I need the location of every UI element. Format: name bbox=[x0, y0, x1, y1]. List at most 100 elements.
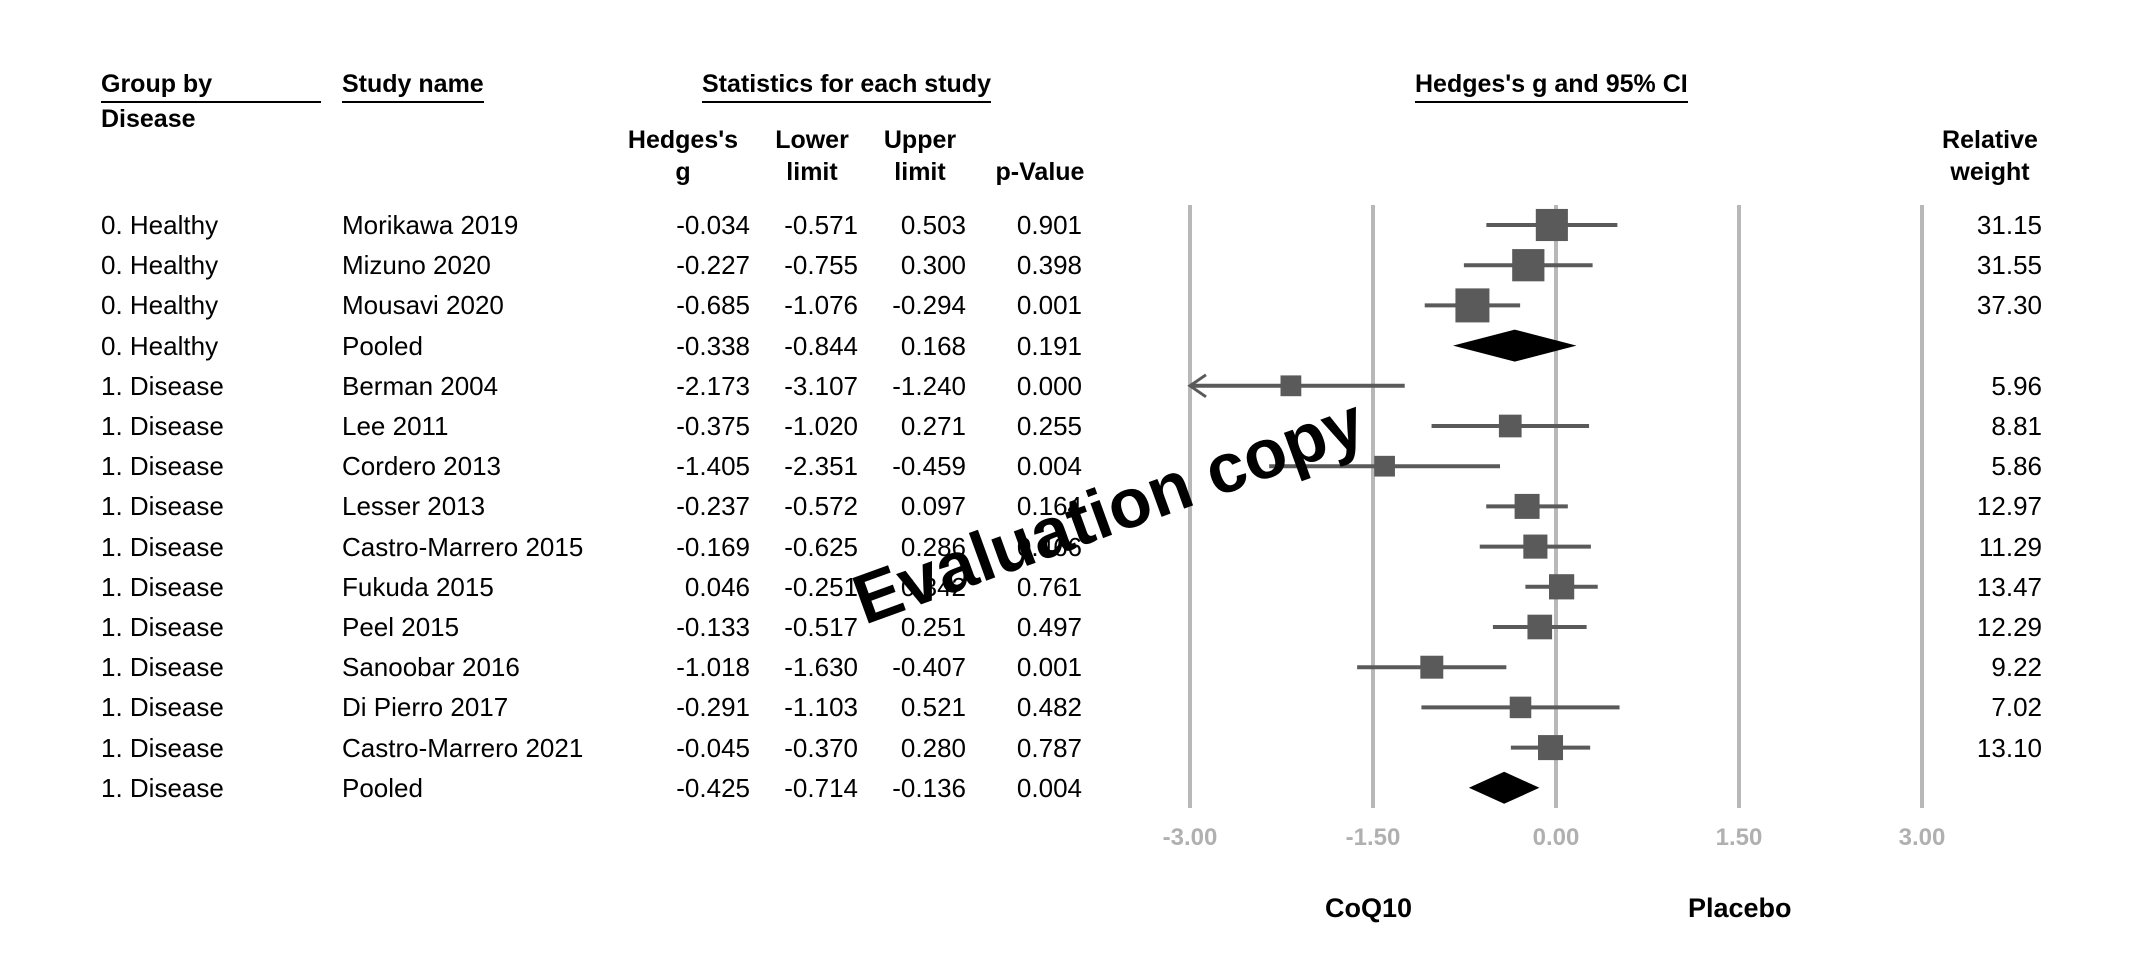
cell-weight: 12.97 bbox=[1976, 491, 2042, 522]
cell-weight: 5.86 bbox=[1991, 451, 2042, 482]
pooled-diamond bbox=[1453, 329, 1577, 362]
group-header-sub: Disease bbox=[101, 105, 196, 133]
cell-hedges-g: -0.169 bbox=[676, 531, 750, 562]
cell-hedges-g: -0.425 bbox=[676, 772, 750, 803]
cell-study: Lee 2011 bbox=[342, 411, 449, 441]
cell-study: Berman 2004 bbox=[342, 370, 499, 401]
cell-p-value: 0.000 bbox=[1016, 370, 1082, 401]
effect-marker bbox=[1455, 288, 1490, 323]
cell-hedges-g: -0.338 bbox=[676, 330, 750, 361]
cell-weight: 31.55 bbox=[1976, 250, 2042, 281]
cell-lower-limit: -0.572 bbox=[784, 491, 858, 522]
cell-p-value: 0.001 bbox=[1016, 652, 1082, 683]
cell-group: 1. Disease bbox=[101, 491, 224, 522]
effect-marker bbox=[1509, 696, 1532, 719]
cell-lower-limit: -1.020 bbox=[784, 411, 858, 441]
cell-lower-limit: -1.103 bbox=[784, 692, 858, 723]
cell-weight: 13.10 bbox=[1976, 732, 2042, 763]
cell-upper-limit: 0.251 bbox=[900, 612, 966, 642]
effect-marker bbox=[1280, 375, 1302, 397]
left-favors-label: CoQ10 bbox=[1325, 893, 1413, 923]
cell-study: Castro-Marrero 2015 bbox=[342, 531, 584, 562]
cell-lower-limit: -0.517 bbox=[784, 612, 858, 642]
cell-study: Mizuno 2020 bbox=[342, 250, 491, 281]
x-tick-label: 1.50 bbox=[1716, 824, 1763, 851]
effect-marker bbox=[1537, 735, 1564, 761]
cell-study: Fukuda 2015 bbox=[342, 571, 494, 602]
cell-p-value: 0.497 bbox=[1016, 612, 1082, 642]
relative-weight-header: Relative weight bbox=[1920, 124, 2060, 188]
cell-hedges-g: -0.291 bbox=[676, 692, 750, 723]
cell-study: Peel 2015 bbox=[342, 612, 460, 642]
effect-marker bbox=[1420, 655, 1444, 679]
cell-study: Sanoobar 2016 bbox=[342, 652, 520, 683]
cell-hedges-g: -0.685 bbox=[676, 290, 750, 321]
cell-hedges-g: -1.405 bbox=[676, 451, 750, 482]
relative-weight-header-line2: weight bbox=[1950, 158, 2030, 186]
cell-weight: 31.15 bbox=[1976, 210, 2042, 240]
cell-weight: 13.47 bbox=[1976, 571, 2042, 602]
relative-weight-header-line1: Relative bbox=[1942, 126, 2038, 154]
cell-hedges-g: -0.034 bbox=[676, 210, 750, 240]
group-header: Group by Disease bbox=[101, 70, 321, 134]
group-header-label: Group by bbox=[101, 70, 321, 103]
effect-marker bbox=[1549, 574, 1575, 600]
lower-limit-header: Lower limit bbox=[762, 124, 862, 188]
effect-marker bbox=[1374, 455, 1395, 477]
cell-lower-limit: -0.370 bbox=[784, 732, 858, 763]
cell-study: Lesser 2013 bbox=[342, 491, 486, 522]
pooled-diamond bbox=[1468, 771, 1540, 804]
cell-upper-limit: 0.300 bbox=[900, 250, 966, 281]
hedges-g-header: Hedges's g bbox=[618, 124, 748, 188]
x-tick-label: -3.00 bbox=[1163, 824, 1218, 851]
cell-lower-limit: -1.630 bbox=[784, 652, 858, 683]
cell-p-value: 0.398 bbox=[1016, 250, 1082, 281]
cell-hedges-g: 0.046 bbox=[684, 571, 750, 602]
cell-study: Cordero 2013 bbox=[342, 451, 501, 482]
effect-marker bbox=[1498, 414, 1522, 438]
cell-upper-limit: 0.168 bbox=[900, 330, 966, 361]
cell-upper-limit: 0.521 bbox=[900, 692, 966, 723]
hedges-g-header-line1: Hedges's bbox=[627, 126, 739, 154]
cell-p-value: 0.482 bbox=[1016, 692, 1082, 723]
cell-weight: 5.96 bbox=[1991, 370, 2042, 401]
cell-weight: 12.29 bbox=[1976, 612, 2042, 642]
x-tick-label: 0.00 bbox=[1533, 824, 1580, 851]
x-tick-label: -1.50 bbox=[1346, 824, 1401, 851]
cell-lower-limit: -0.571 bbox=[784, 210, 858, 240]
x-tick-label: 3.00 bbox=[1899, 824, 1946, 851]
cell-group: 1. Disease bbox=[101, 531, 224, 562]
upper-limit-header: Upper limit bbox=[870, 124, 970, 188]
cell-lower-limit: -2.351 bbox=[784, 451, 858, 482]
cell-group: 1. Disease bbox=[101, 451, 224, 482]
cell-group: 0. Healthy bbox=[101, 290, 219, 321]
cell-p-value: 0.901 bbox=[1016, 210, 1082, 240]
cell-study: Pooled bbox=[342, 330, 423, 361]
cell-hedges-g: -0.045 bbox=[676, 732, 750, 763]
cell-hedges-g: -0.227 bbox=[676, 250, 750, 281]
cell-weight: 7.02 bbox=[1991, 692, 2042, 723]
effect-marker bbox=[1535, 208, 1568, 242]
effect-marker bbox=[1523, 534, 1548, 559]
cell-hedges-g: -2.173 bbox=[676, 370, 750, 401]
cell-upper-limit: -1.240 bbox=[892, 370, 966, 401]
cell-group: 1. Disease bbox=[101, 652, 224, 683]
cell-p-value: 0.191 bbox=[1016, 330, 1082, 361]
cell-p-value: 0.004 bbox=[1016, 451, 1082, 482]
cell-p-value: 0.164 bbox=[1016, 491, 1082, 522]
statistics-header: Statistics for each study bbox=[702, 70, 991, 103]
cell-hedges-g: -1.018 bbox=[676, 652, 750, 683]
upper-limit-header-line1: Upper bbox=[883, 126, 957, 154]
cell-weight: 9.22 bbox=[1991, 652, 2042, 683]
p-value-header: p-Value bbox=[995, 158, 1085, 186]
cell-weight: 37.30 bbox=[1976, 290, 2042, 321]
cell-group: 0. Healthy bbox=[101, 210, 219, 240]
cell-upper-limit: 0.503 bbox=[900, 210, 966, 240]
plot-title: Hedges's g and 95% CI bbox=[1415, 70, 1688, 103]
cell-upper-limit: -0.459 bbox=[892, 451, 966, 482]
cell-group: 1. Disease bbox=[101, 692, 224, 723]
cell-lower-limit: -3.107 bbox=[784, 370, 858, 401]
cell-group: 0. Healthy bbox=[101, 330, 219, 361]
cell-p-value: 0.255 bbox=[1016, 411, 1082, 441]
